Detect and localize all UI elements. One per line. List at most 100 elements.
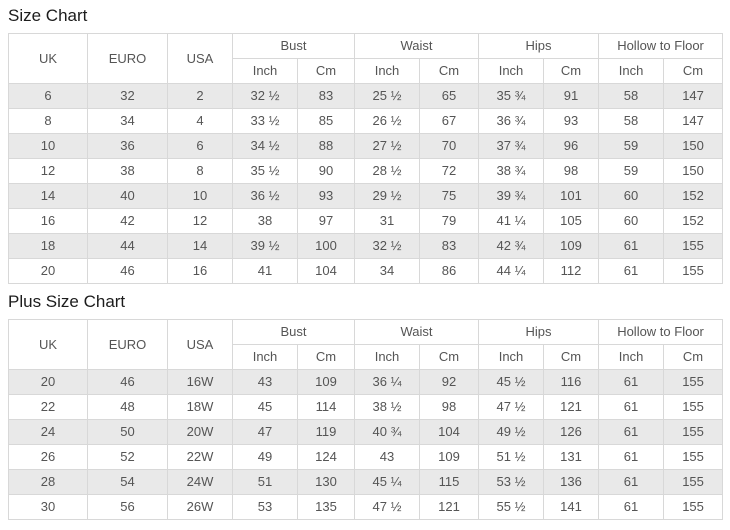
table-cell: 98 [419, 394, 480, 420]
column-header-euro: EURO [87, 319, 168, 370]
table-cell: 52 [87, 444, 168, 470]
table-cell: 70 [419, 133, 480, 159]
column-header-usa: USA [167, 319, 233, 370]
table-cell: 34 [87, 108, 168, 134]
table-cell: 155 [663, 419, 724, 445]
table-cell: 46 [87, 258, 168, 284]
table-cell: 36 ¼ [354, 369, 421, 395]
table-cell: 109 [419, 444, 480, 470]
table-cell: 61 [598, 258, 665, 284]
table-cell: 4 [167, 108, 233, 134]
table-cell: 20W [167, 419, 233, 445]
table-cell: 136 [543, 469, 600, 495]
table-cell: 27 ½ [354, 133, 421, 159]
table-cell: 98 [543, 158, 600, 184]
subcolumn-header-hips-cm: Cm [543, 58, 600, 84]
table-cell: 83 [419, 233, 480, 259]
table-cell: 121 [419, 494, 480, 520]
table-cell: 61 [598, 369, 665, 395]
subcolumn-header-waist-inch: Inch [354, 344, 421, 370]
table-cell: 155 [663, 369, 724, 395]
table-cell: 49 ½ [478, 419, 545, 445]
column-header-bust: Bust [231, 33, 356, 59]
table-cell: 16 [8, 208, 88, 234]
subcolumn-header-waist-cm: Cm [419, 58, 480, 84]
table-cell: 50 [87, 419, 168, 445]
table-cell: 60 [598, 208, 665, 234]
table-cell: 96 [543, 133, 600, 159]
table-cell: 51 ½ [478, 444, 545, 470]
plus-size-chart-header: UK EURO USA Bust Waist Hips Hollow to Fl… [8, 319, 724, 370]
table-cell: 24 [8, 419, 88, 445]
table-cell: 47 [232, 419, 298, 445]
table-cell: 92 [419, 369, 480, 395]
table-row: 6 32 2 32 ½ 83 25 ½ 65 35 ¾ 91 58 147 [8, 83, 724, 109]
table-cell: 155 [663, 394, 724, 420]
table-cell: 28 ½ [354, 158, 421, 184]
table-cell: 53 ½ [478, 469, 545, 495]
table-cell: 36 [87, 133, 168, 159]
table-cell: 121 [543, 394, 600, 420]
column-header-hollow-to-floor: Hollow to Floor [598, 33, 724, 59]
table-row: 18 44 14 39 ½ 100 32 ½ 83 42 ¾ 109 61 155 [8, 233, 724, 259]
table-cell: 44 ¼ [478, 258, 545, 284]
table-cell: 12 [167, 208, 233, 234]
table-cell: 79 [419, 208, 480, 234]
table-row: 8 34 4 33 ½ 85 26 ½ 67 36 ¾ 93 58 147 [8, 108, 724, 134]
subcolumn-header-waist-cm: Cm [419, 344, 480, 370]
table-cell: 126 [543, 419, 600, 445]
subcolumn-header-hips-inch: Inch [478, 344, 545, 370]
table-cell: 22 [8, 394, 88, 420]
table-cell: 152 [663, 208, 724, 234]
table-row: 28 54 24W 51 130 45 ¼ 115 53 ½ 136 61 155 [8, 469, 724, 495]
table-cell: 32 ½ [232, 83, 298, 109]
table-cell: 34 [354, 258, 421, 284]
table-cell: 97 [296, 208, 356, 234]
column-header-bust: Bust [231, 319, 356, 345]
table-cell: 26 ½ [354, 108, 421, 134]
table-cell: 29 ½ [354, 183, 421, 209]
table-cell: 150 [663, 133, 724, 159]
table-cell: 8 [167, 158, 233, 184]
table-cell: 36 ½ [232, 183, 298, 209]
table-cell: 75 [419, 183, 480, 209]
table-cell: 135 [296, 494, 356, 520]
table-row: 10 36 6 34 ½ 88 27 ½ 70 37 ¾ 96 59 150 [8, 133, 724, 159]
table-cell: 85 [296, 108, 356, 134]
subcolumn-header-hollow-inch: Inch [598, 344, 665, 370]
table-row: 24 50 20W 47 119 40 ¾ 104 49 ½ 126 61 155 [8, 419, 724, 445]
table-cell: 28 [8, 469, 88, 495]
subcolumn-header-bust-cm: Cm [296, 58, 356, 84]
plus-size-chart-body: 20 46 16W 43 109 36 ¼ 92 45 ½ 116 61 155 22 48 18W 45 1… [8, 369, 724, 520]
table-cell: 56 [87, 494, 168, 520]
size-chart-section: Size Chart UK EURO USA Bust Waist Hips H… [8, 5, 724, 284]
plus-size-chart-table: UK EURO USA Bust Waist Hips Hollow to Fl… [8, 319, 724, 520]
table-cell: 41 ¼ [478, 208, 545, 234]
table-cell: 40 [87, 183, 168, 209]
table-cell: 61 [598, 494, 665, 520]
table-cell: 22W [167, 444, 233, 470]
table-cell: 36 ¾ [478, 108, 545, 134]
table-cell: 155 [663, 494, 724, 520]
table-cell: 90 [296, 158, 356, 184]
table-cell: 124 [296, 444, 356, 470]
size-chart-header: UK EURO USA Bust Waist Hips Hollow to Fl… [8, 33, 724, 84]
table-cell: 61 [598, 469, 665, 495]
table-cell: 109 [543, 233, 600, 259]
table-cell: 130 [296, 469, 356, 495]
table-cell: 37 ¾ [478, 133, 545, 159]
table-cell: 32 [87, 83, 168, 109]
table-cell: 47 ½ [354, 494, 421, 520]
table-cell: 42 [87, 208, 168, 234]
table-cell: 31 [354, 208, 421, 234]
table-cell: 65 [419, 83, 480, 109]
table-cell: 35 ¾ [478, 83, 545, 109]
table-cell: 54 [87, 469, 168, 495]
table-cell: 150 [663, 158, 724, 184]
subcolumn-header-bust-cm: Cm [296, 344, 356, 370]
table-cell: 119 [296, 419, 356, 445]
table-cell: 104 [296, 258, 356, 284]
table-cell: 155 [663, 444, 724, 470]
table-cell: 2 [167, 83, 233, 109]
table-cell: 91 [543, 83, 600, 109]
